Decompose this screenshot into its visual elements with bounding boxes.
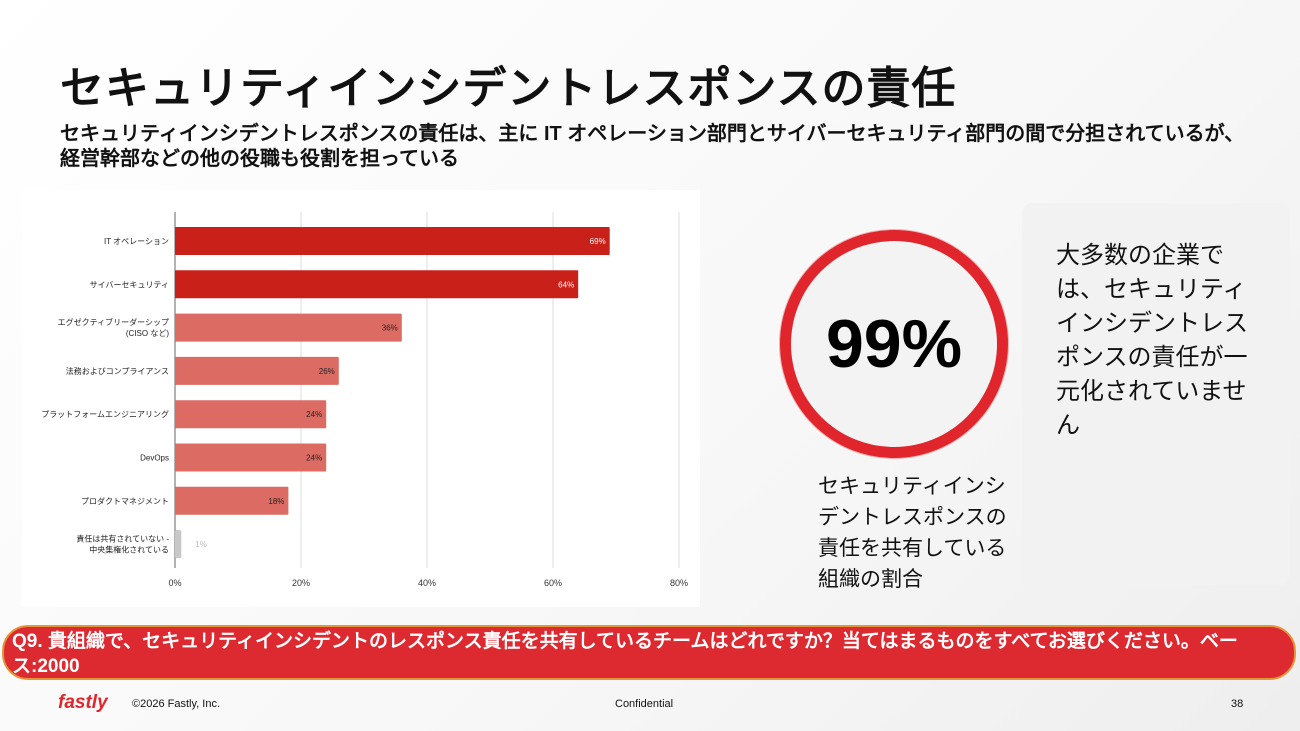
x-tick-label: 20% — [292, 578, 310, 588]
category-label: IT オペレーション — [104, 237, 169, 246]
bar — [175, 400, 327, 429]
value-label: 1% — [195, 540, 207, 549]
bar — [175, 443, 327, 472]
copyright: ©2026 Fastly, Inc. — [132, 698, 220, 710]
confidential-label: Confidential — [615, 698, 674, 710]
subtitle: セキュリティインシデントレスポンスの責任は、主に IT オペレーション部門とサイ… — [60, 123, 1245, 170]
category-label: (CISO など) — [126, 329, 169, 338]
fastly-logo: fastly — [58, 692, 108, 713]
bar — [175, 313, 402, 342]
highlight-value: 99% — [825, 306, 963, 382]
bar — [175, 227, 610, 255]
category-label: プロダクトマネジメント — [81, 496, 169, 506]
value-label: 24% — [306, 410, 322, 419]
x-tick-label: 0% — [168, 578, 181, 588]
page-title: セキュリティインシデントレスポンスの責任 — [60, 64, 957, 113]
highlight-circle: 99% — [780, 230, 1008, 458]
category-label: サイバーセキュリティ — [90, 280, 169, 289]
category-label: プラットフォームエンジニアリング — [41, 409, 169, 419]
category-label: 中央集権化されている — [89, 545, 169, 555]
value-label: 26% — [319, 367, 335, 376]
bar — [175, 486, 289, 515]
bar — [175, 270, 579, 299]
chart-svg: 0% 20% 40% 60% 80% IT オペレーション 69% サイバーセキュリティ 64%… — [41, 212, 688, 588]
bar — [175, 356, 339, 385]
insight-card: 大多数の企業では、セキュリティインシデントレスポンスの責任が一元化されていません — [1022, 203, 1290, 585]
category-label: エグゼクティブリーダーシップ — [58, 317, 169, 327]
bar — [175, 530, 182, 559]
page-number: 38 — [1231, 698, 1244, 710]
bar-chart: 0% 20% 40% 60% 80% IT オペレーション 69% サイバーセキュリティ 64%… — [22, 190, 700, 607]
value-label: 24% — [306, 454, 322, 463]
value-label: 18% — [268, 497, 284, 506]
value-label: 69% — [590, 237, 606, 246]
value-label: 64% — [558, 280, 574, 289]
value-label: 36% — [382, 324, 398, 333]
category-label: 責任は共有されていない - — [76, 534, 169, 544]
highlight-caption: セキュリティインシデントレスポンスの責任を共有している組織の割合 — [818, 475, 1007, 591]
x-tick-label: 60% — [544, 578, 562, 588]
category-label: 法務およびコンプライアンス — [66, 366, 169, 376]
x-tick-label: 80% — [670, 578, 688, 588]
survey-question: Q9. 貴組織で、セキュリティインシデントのレスポンス責任を共有しているチームは… — [2, 625, 1296, 680]
x-tick-label: 40% — [418, 578, 436, 588]
insight-text: 大多数の企業では、セキュリティインシデントレスポンスの責任が一元化されていません — [1056, 242, 1248, 439]
category-label: DevOps — [140, 454, 169, 463]
